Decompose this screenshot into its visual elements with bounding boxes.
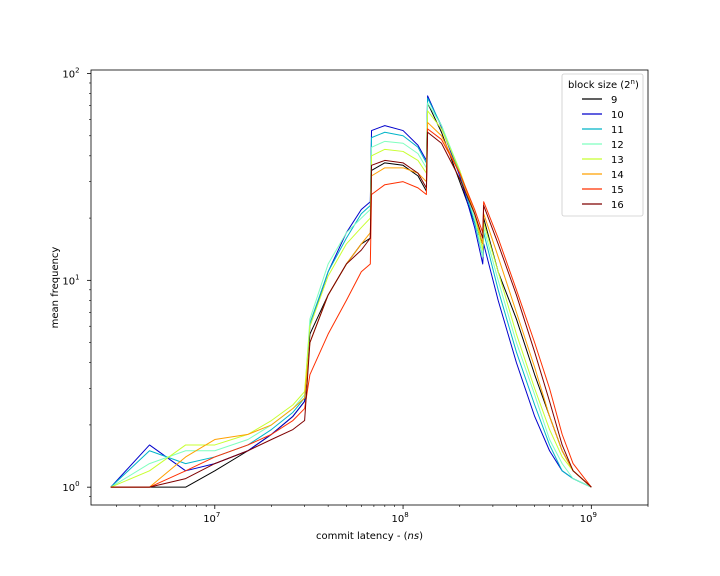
legend-entry: 9 [582, 95, 617, 106]
x-axis-ticks: 107 108 109 [116, 505, 649, 525]
y-tick-label: 102 [62, 67, 79, 81]
legend-entry: 16 [582, 200, 624, 211]
legend-entry: 10 [582, 110, 624, 121]
series-layer [110, 95, 592, 488]
y-tick-label: 100 [62, 480, 79, 494]
legend-label: 11 [611, 125, 624, 136]
legend-entry: 12 [582, 140, 624, 151]
legend-label: 10 [611, 110, 624, 121]
legend-entry: 13 [582, 155, 624, 166]
legend-entry: 15 [582, 185, 624, 196]
series-line-15 [110, 128, 592, 488]
series-line-16 [110, 131, 592, 488]
legend-label: 9 [611, 95, 617, 106]
legend-entry: 14 [582, 170, 624, 181]
x-axis-label: commit latency - (ns) [316, 531, 423, 542]
series-line-14 [110, 121, 592, 488]
legend-label: 14 [611, 170, 624, 181]
x-tick-label: 109 [580, 511, 597, 525]
x-tick-label: 108 [391, 511, 408, 525]
y-axis-ticks: 100 101 102 [62, 67, 91, 497]
legend-box [561, 73, 644, 217]
x-tick-label: 107 [203, 511, 220, 525]
legend-label: 13 [611, 155, 624, 166]
series-line-12 [110, 102, 592, 488]
series-line-9 [110, 102, 592, 488]
series-line-13 [110, 110, 592, 488]
legend-label: 16 [611, 200, 624, 211]
y-axis-label: mean frequency [50, 247, 61, 329]
legend-entry: 11 [582, 125, 624, 136]
legend-label: 12 [611, 140, 624, 151]
legend-title: block size (2n) [568, 78, 639, 91]
y-tick-label: 101 [62, 273, 79, 287]
plot-area [90, 69, 649, 506]
series-line-11 [110, 97, 592, 488]
legend: block size (2n) 9 10 11 12 13 14 15 16 [561, 73, 644, 217]
legend-entries: 9 10 11 12 13 14 15 16 [582, 95, 624, 211]
legend-label: 15 [611, 185, 624, 196]
